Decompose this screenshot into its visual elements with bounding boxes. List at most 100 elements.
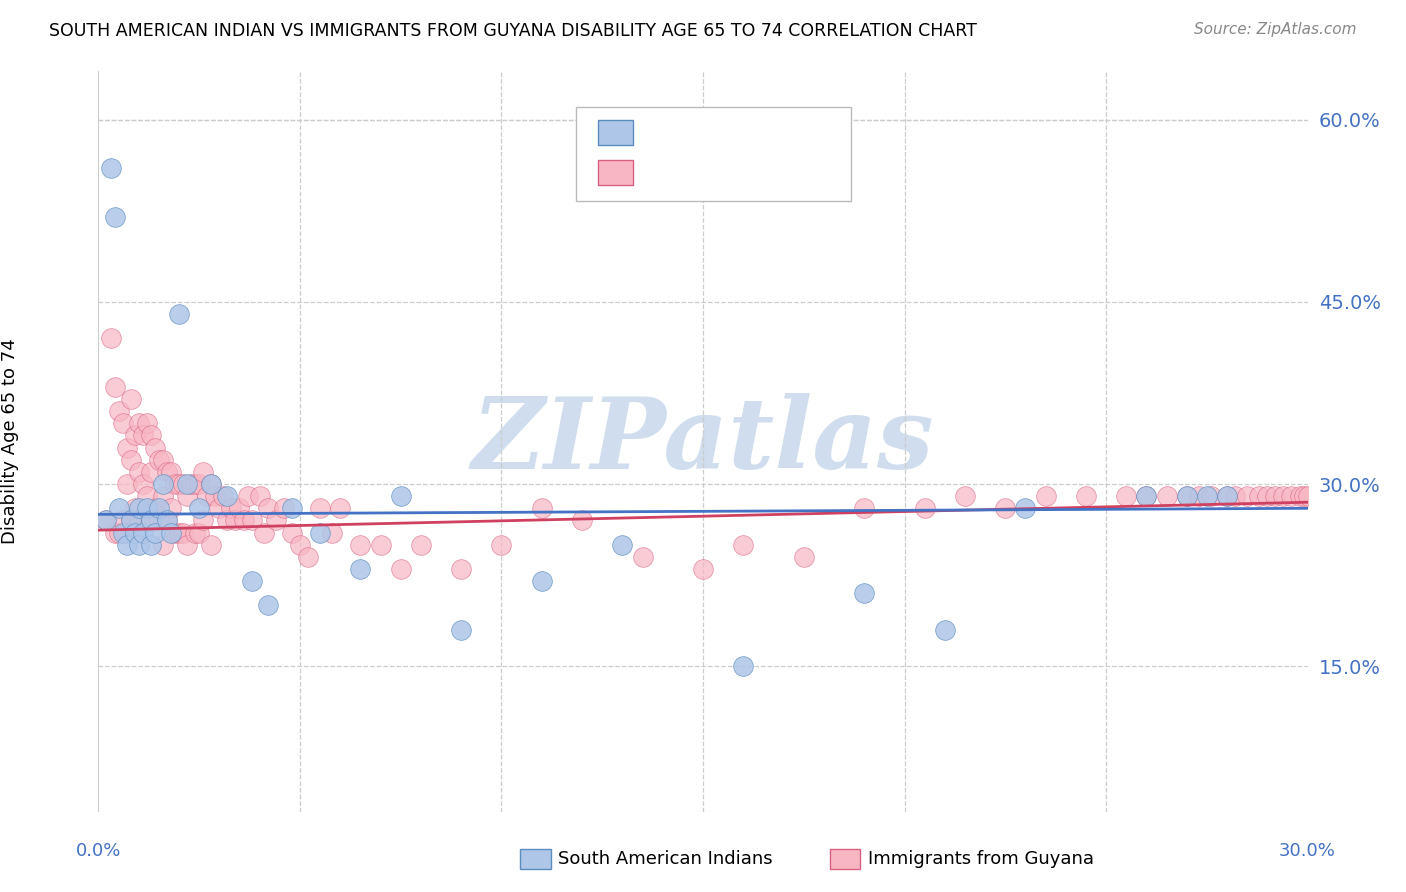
Point	[132, 477, 155, 491]
Point	[188, 477, 211, 491]
Point	[571, 513, 593, 527]
Point	[1281, 489, 1303, 503]
Point	[1115, 489, 1137, 503]
Point	[692, 562, 714, 576]
Point	[139, 538, 162, 552]
Point	[103, 525, 125, 540]
Point	[256, 501, 278, 516]
Point	[193, 465, 215, 479]
Point	[631, 549, 654, 564]
Point	[120, 392, 142, 406]
Point	[156, 513, 179, 527]
Point	[212, 489, 235, 503]
Point	[236, 489, 259, 503]
Point	[100, 161, 122, 176]
Point	[143, 501, 166, 516]
Point	[135, 417, 157, 431]
Point	[124, 501, 146, 516]
Point	[132, 525, 155, 540]
Point	[281, 501, 304, 516]
Point	[1236, 489, 1258, 503]
Point	[152, 477, 174, 491]
Point	[1272, 489, 1295, 503]
Point	[139, 428, 162, 442]
Point	[107, 525, 129, 540]
Point	[914, 501, 936, 516]
Point	[188, 501, 211, 516]
Point	[156, 513, 179, 527]
Point	[200, 538, 222, 552]
Text: South American Indians: South American Indians	[558, 850, 773, 868]
Point	[1175, 489, 1198, 503]
Point	[1223, 489, 1246, 503]
Point	[115, 477, 138, 491]
Point	[208, 501, 231, 516]
Point	[1264, 489, 1286, 503]
Point	[249, 489, 271, 503]
Point	[200, 477, 222, 491]
Point	[115, 538, 138, 552]
Point	[409, 538, 432, 552]
Point	[321, 525, 343, 540]
Point	[733, 538, 755, 552]
Point	[120, 452, 142, 467]
Point	[135, 489, 157, 503]
Point	[1135, 489, 1157, 503]
Point	[793, 549, 815, 564]
Point	[450, 623, 472, 637]
Point	[111, 417, 134, 431]
Text: R = 0.007   N = 41: R = 0.007 N = 41	[643, 122, 813, 140]
Point	[167, 525, 190, 540]
Point	[329, 501, 352, 516]
Point	[124, 525, 146, 540]
Point	[450, 562, 472, 576]
Point	[107, 404, 129, 418]
Point	[115, 441, 138, 455]
Point	[349, 538, 371, 552]
Point	[281, 525, 304, 540]
Point	[135, 501, 157, 516]
Point	[111, 513, 134, 527]
Text: 30.0%: 30.0%	[1279, 842, 1336, 860]
Point	[132, 428, 155, 442]
Point	[200, 477, 222, 491]
Point	[172, 525, 194, 540]
Point	[128, 465, 150, 479]
Point	[139, 513, 162, 527]
Point	[120, 513, 142, 527]
Point	[1292, 489, 1315, 503]
Point	[139, 465, 162, 479]
Point	[188, 525, 211, 540]
Point	[128, 417, 150, 431]
Point	[163, 525, 186, 540]
Point	[389, 562, 412, 576]
Point	[156, 465, 179, 479]
Point	[1156, 489, 1178, 503]
Point	[953, 489, 976, 503]
Point	[1256, 489, 1278, 503]
Point	[184, 477, 207, 491]
Point	[167, 307, 190, 321]
Point	[1296, 489, 1319, 503]
Point	[124, 428, 146, 442]
Point	[96, 513, 118, 527]
Point	[733, 659, 755, 673]
Text: Disability Age 65 to 74: Disability Age 65 to 74	[1, 339, 18, 544]
Point	[120, 513, 142, 527]
Point	[143, 525, 166, 540]
Point	[1249, 489, 1271, 503]
Point	[111, 525, 134, 540]
Point	[172, 477, 194, 491]
Point	[193, 513, 215, 527]
Point	[1188, 489, 1211, 503]
Point	[309, 525, 332, 540]
Point	[167, 477, 190, 491]
Text: R = 0.052   N = 111: R = 0.052 N = 111	[643, 161, 824, 179]
Point	[853, 501, 876, 516]
Point	[143, 441, 166, 455]
Text: 0.0%: 0.0%	[76, 842, 121, 860]
Point	[139, 513, 162, 527]
Point	[217, 513, 239, 527]
Point	[115, 525, 138, 540]
Text: Source: ZipAtlas.com: Source: ZipAtlas.com	[1194, 22, 1357, 37]
